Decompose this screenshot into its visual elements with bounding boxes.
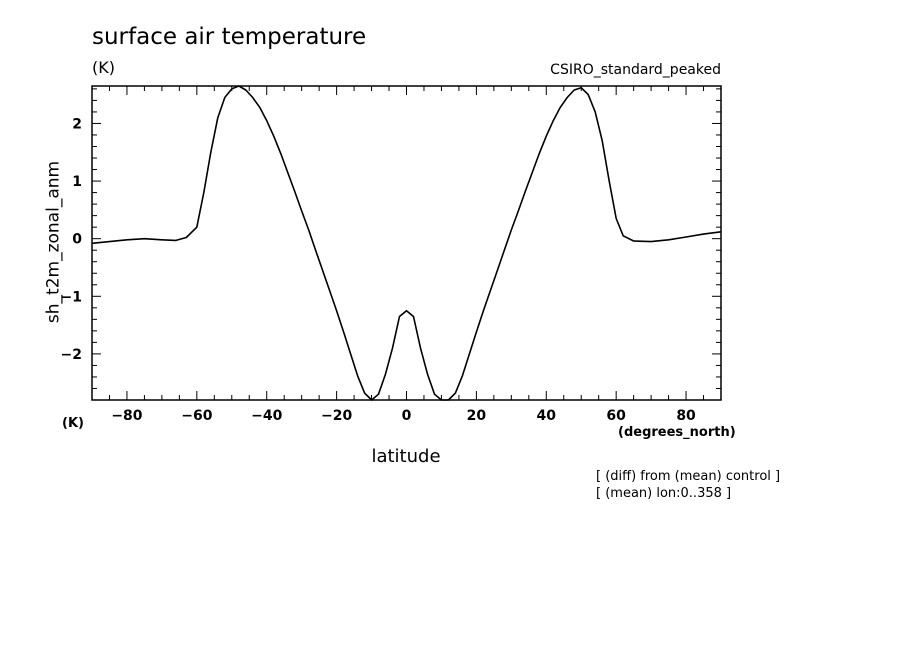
x-tick-label: 60	[606, 408, 626, 424]
data-series	[91, 85, 722, 401]
y-tick-label: −1	[61, 289, 82, 305]
chart-units: (K)	[92, 58, 115, 77]
y-axis-units: (K)	[62, 416, 84, 431]
note-diff: [ (diff) from (mean) control ]	[596, 469, 781, 484]
x-tick-label: −40	[251, 408, 282, 424]
chart-title: surface air temperature	[92, 24, 367, 50]
y-tick-label: 1	[72, 174, 82, 190]
x-axis-label: latitude	[371, 446, 441, 467]
x-tick-label: −20	[321, 408, 352, 424]
y-tick-label: 2	[72, 116, 82, 132]
tick-labels: −80 −60 −40 −20 0 20 40 60 80 −2 −1 0 1 2	[61, 116, 697, 424]
y-tick-label: 0	[72, 232, 82, 248]
series-line	[91, 85, 722, 401]
x-tick-label: 40	[537, 408, 557, 424]
y-tick-label: −2	[61, 347, 82, 363]
chart-subtitle: CSIRO_standard_peaked	[550, 62, 721, 78]
x-tick-label: 20	[467, 408, 487, 424]
x-axis-units: (degrees_north)	[618, 425, 736, 440]
note-mean: [ (mean) lon:0..358 ]	[596, 486, 732, 501]
x-tick-label: 80	[676, 408, 696, 424]
x-tick-label: 0	[402, 408, 412, 424]
x-tick-label: −80	[111, 408, 142, 424]
plot-frame	[91, 85, 722, 401]
axis-ticks	[91, 86, 722, 400]
x-tick-label: −60	[181, 408, 212, 424]
